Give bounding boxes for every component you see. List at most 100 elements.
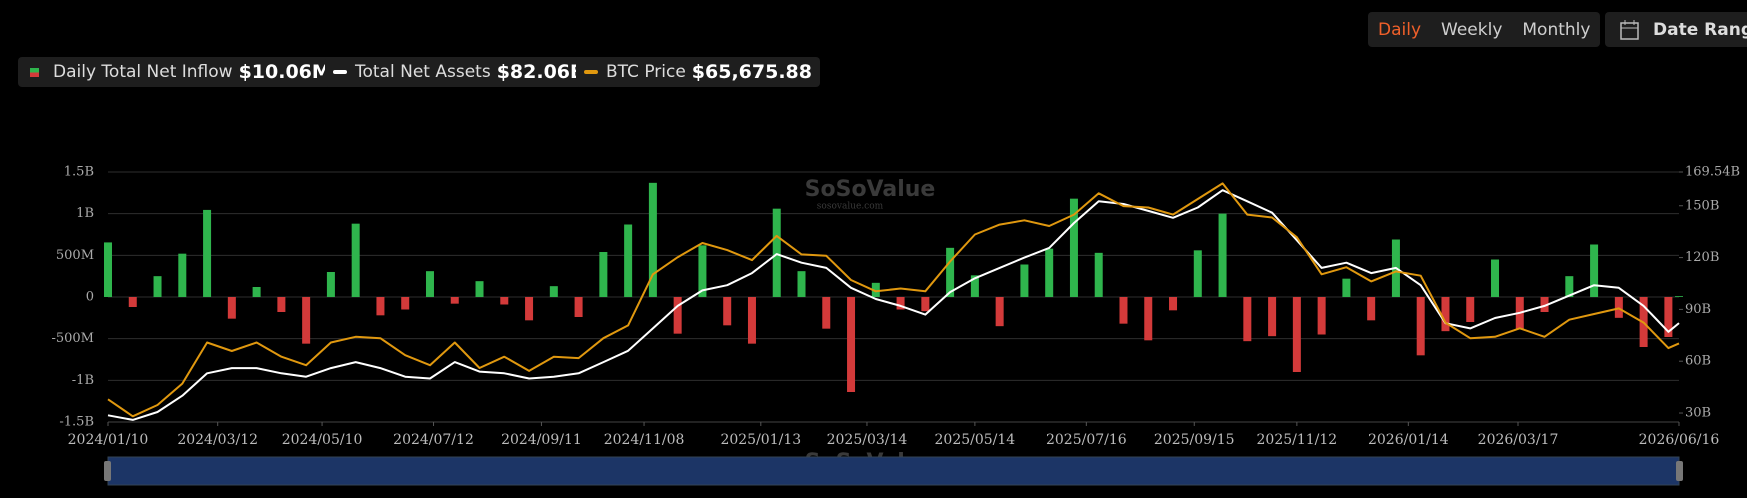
bar xyxy=(475,281,484,297)
bar xyxy=(252,287,261,297)
legend-item[interactable]: Daily Total Net Inflow $10.06M xyxy=(18,57,339,87)
bar xyxy=(574,297,583,317)
date-range-label: Date Range xyxy=(1653,19,1747,40)
bar xyxy=(921,297,930,312)
x-tick-label: 2025/03/14 xyxy=(827,432,908,448)
bar xyxy=(326,272,335,297)
bar xyxy=(1292,297,1301,372)
period-button[interactable]: Daily xyxy=(1378,19,1422,40)
y2-tick-label: 30B xyxy=(1685,406,1711,421)
bar xyxy=(747,297,756,344)
bar xyxy=(871,282,880,297)
x-tick-label: 2025/07/16 xyxy=(1046,432,1127,448)
bar xyxy=(970,275,979,297)
bar xyxy=(1045,248,1054,297)
y-tick-label: -1B xyxy=(72,373,94,388)
bar xyxy=(1664,297,1673,337)
bar xyxy=(104,242,112,297)
bar xyxy=(822,297,831,329)
bar xyxy=(1094,252,1103,297)
bar xyxy=(1441,297,1450,332)
bar xyxy=(624,224,633,297)
bar xyxy=(277,297,286,312)
period-switch: Daily Weekly Monthly xyxy=(1368,12,1601,47)
bar xyxy=(1193,250,1202,297)
legend-swatch xyxy=(30,67,39,77)
x-tick-label: 2025/11/12 xyxy=(1257,432,1338,448)
bar xyxy=(376,297,385,316)
y-tick-label: 1B xyxy=(76,206,94,221)
bar xyxy=(525,297,534,321)
legend-label: Total Net Assets xyxy=(355,62,491,82)
bar xyxy=(549,286,558,297)
bar xyxy=(673,297,682,334)
bar xyxy=(425,271,434,297)
bar xyxy=(723,297,732,326)
bar xyxy=(896,297,905,310)
legend-value: $65,675.88 xyxy=(691,61,812,83)
legend-label: BTC Price xyxy=(606,62,686,82)
watermark-url: sosovalue.com xyxy=(817,202,884,212)
bar xyxy=(1169,297,1178,311)
bar xyxy=(1317,297,1326,335)
legend-swatch xyxy=(584,70,598,74)
navigator-handle xyxy=(104,461,111,481)
bar xyxy=(648,182,657,297)
x-tick-label: 2024/01/10 xyxy=(68,432,149,448)
bar xyxy=(847,297,856,392)
bar xyxy=(128,297,137,307)
y2-tick-label: 60B xyxy=(1685,354,1711,369)
bar xyxy=(1342,278,1351,297)
bar xyxy=(946,247,955,297)
bar xyxy=(1416,297,1425,356)
y-tick-label: 500M xyxy=(56,248,94,263)
x-tick-label: 2026/06/16 xyxy=(1639,432,1720,448)
date-range-button[interactable]: Date Range xyxy=(1605,12,1747,47)
navigator xyxy=(107,456,1680,486)
legend-label: Daily Total Net Inflow xyxy=(53,62,233,82)
bar xyxy=(995,297,1004,327)
navigator-handle xyxy=(1676,461,1683,481)
bar xyxy=(1218,213,1227,297)
bar xyxy=(772,208,781,297)
y2-tick-label: 120B xyxy=(1685,250,1719,265)
bar xyxy=(1119,297,1128,324)
legend-item[interactable]: Total Net Assets $82.06B xyxy=(325,57,593,87)
watermark: SoSoValue xyxy=(805,177,936,202)
x-tick-label: 2024/09/11 xyxy=(501,432,582,448)
bar xyxy=(1144,297,1153,341)
period-button[interactable]: Weekly xyxy=(1441,19,1503,40)
bar xyxy=(203,209,212,297)
calendar-icon xyxy=(1620,19,1639,40)
bar xyxy=(1540,297,1549,312)
bar xyxy=(500,297,509,305)
bar xyxy=(1020,264,1029,297)
line xyxy=(107,182,1680,418)
y2-tick-label: 150B xyxy=(1685,198,1719,213)
y-tick-label: -1.5B xyxy=(59,415,94,430)
bar xyxy=(450,297,459,304)
bar xyxy=(401,297,410,310)
x-tick-label: 2024/11/08 xyxy=(604,432,685,448)
bar xyxy=(1590,244,1599,297)
bar xyxy=(1367,297,1376,321)
x-tick-label: 2026/01/14 xyxy=(1368,432,1449,448)
x-tick-label: 2024/07/12 xyxy=(393,432,474,448)
y-tick-label: -500M xyxy=(51,331,94,346)
x-tick-label: 2024/05/10 xyxy=(282,432,363,448)
x-tick-label: 2026/03/17 xyxy=(1478,432,1559,448)
x-tick-label: 2025/09/15 xyxy=(1154,432,1235,448)
line xyxy=(107,189,1680,421)
legend-item[interactable]: BTC Price $65,675.88 xyxy=(576,57,820,87)
bar xyxy=(178,253,187,297)
bar xyxy=(797,271,806,297)
y-tick-label: 1.5B xyxy=(64,165,94,180)
x-tick-label: 2025/01/13 xyxy=(720,432,801,448)
bar xyxy=(599,252,608,297)
bar xyxy=(1268,297,1277,337)
period-button[interactable]: Monthly xyxy=(1522,19,1591,40)
bar xyxy=(1243,297,1252,342)
y2-tick-label: 169.54B xyxy=(1685,165,1740,180)
bar xyxy=(153,276,162,297)
